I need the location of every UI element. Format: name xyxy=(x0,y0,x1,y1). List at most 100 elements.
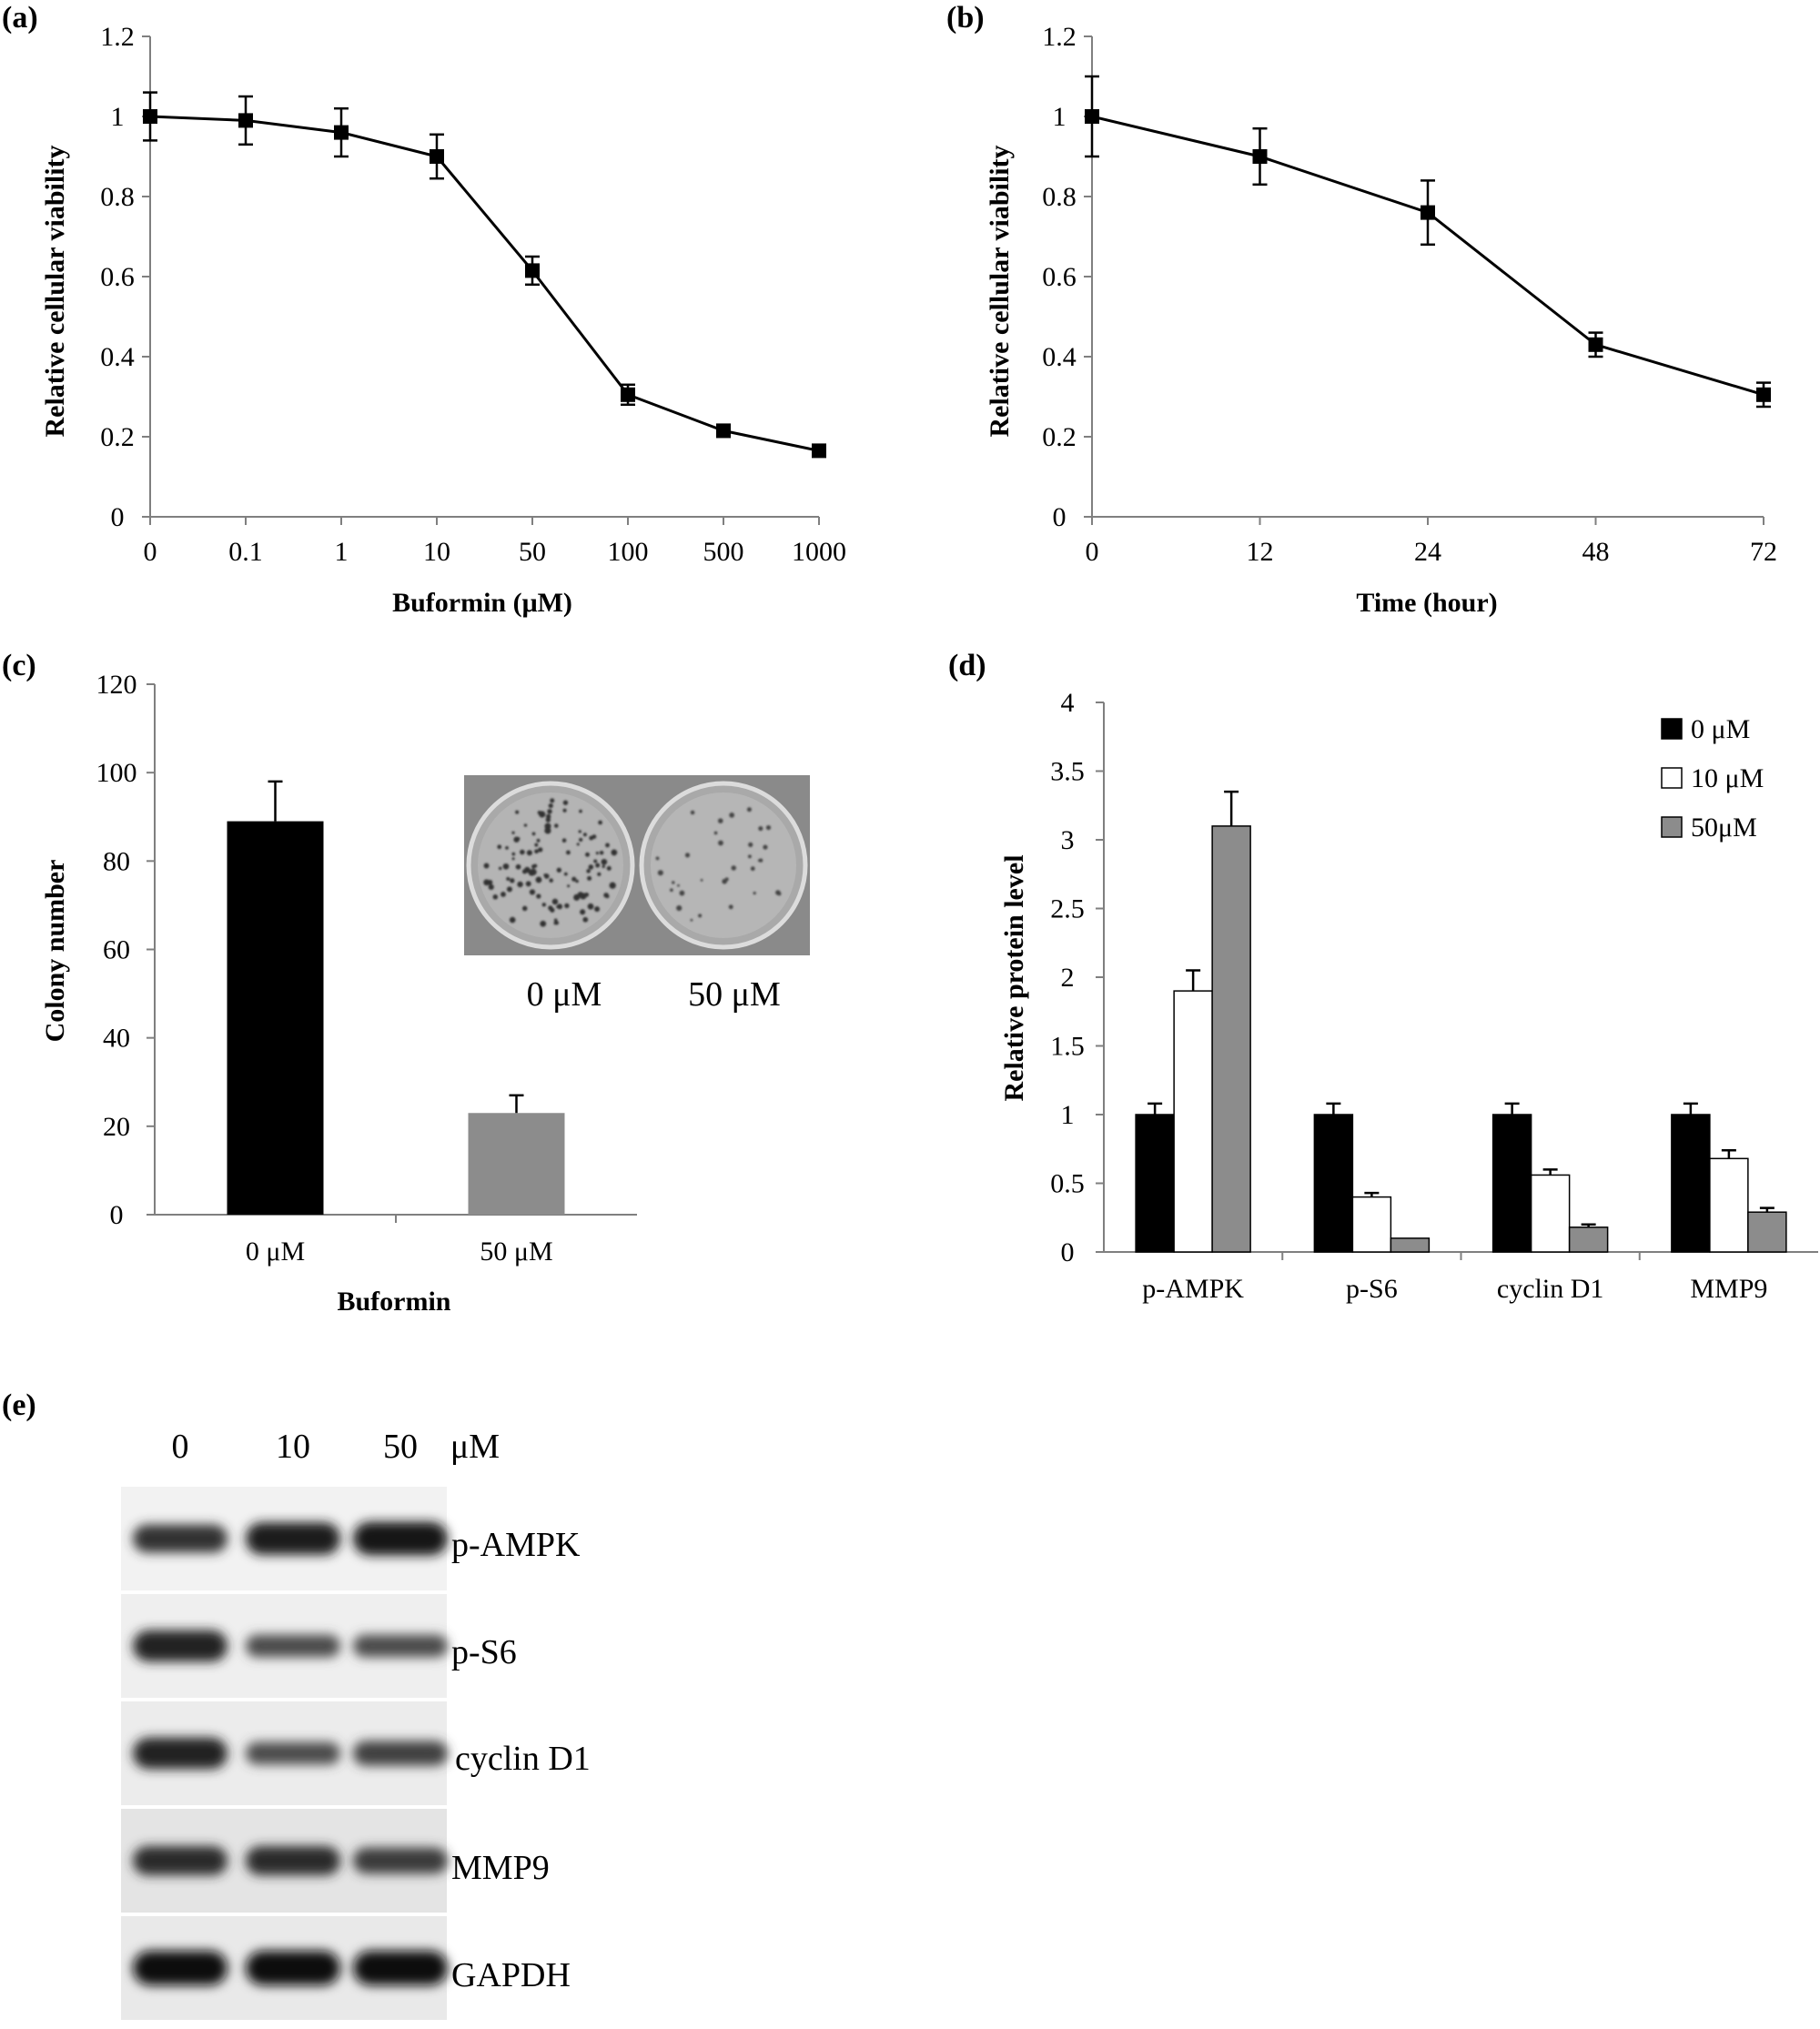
colony-dot xyxy=(753,891,756,895)
panel-d-y-tick-label: 0 xyxy=(1061,1237,1075,1267)
panel-a-y-tick-label: 0.2 xyxy=(100,422,135,452)
panel-c-bar xyxy=(227,821,324,1215)
panel-c-y-tick-label: 0 xyxy=(110,1200,124,1230)
colony-dot xyxy=(586,869,591,873)
blot-band xyxy=(133,1630,228,1662)
panel-a-data-point xyxy=(621,387,635,402)
colony-dot xyxy=(548,803,553,809)
panel-d-bar xyxy=(1747,1211,1787,1253)
colony-dot xyxy=(579,837,583,843)
colony-dot xyxy=(546,813,551,819)
panel-c-plot: 0 20 40 60 80 100 120 0 μM 50 μM xyxy=(96,670,637,1267)
panel-b-x-tick-label: 72 xyxy=(1750,537,1777,567)
blot-label-p-s6: p-S6 xyxy=(451,1633,517,1671)
colony-dot xyxy=(679,890,685,896)
panel-d-category-label: p-AMPK xyxy=(1142,1274,1244,1304)
colony-dot xyxy=(540,920,547,927)
colony-dot xyxy=(763,844,768,850)
colony-dot xyxy=(554,823,559,828)
panel-a-x-tick-label: 0 xyxy=(144,537,157,567)
colony-dot xyxy=(536,893,541,899)
panel-a-data-point xyxy=(812,443,826,459)
colony-dot xyxy=(595,852,599,855)
colony-dot xyxy=(521,869,528,874)
panel-b-data-point xyxy=(1421,205,1435,220)
blot-band xyxy=(246,1846,340,1875)
colony-dot xyxy=(582,833,587,837)
colony-dot xyxy=(597,872,602,876)
panel-d-y-tick-label: 1 xyxy=(1061,1100,1075,1130)
colony-dot xyxy=(556,904,560,909)
panel-d-bar xyxy=(1211,825,1251,1253)
colony-dot xyxy=(564,903,570,909)
panel-c-y-tick-label: 60 xyxy=(103,935,130,965)
panel-a-y-tick-label: 0.4 xyxy=(100,342,135,372)
blot-band xyxy=(353,1847,448,1874)
panel-c-y-tick-label: 40 xyxy=(103,1024,130,1054)
panel-d-error-bar xyxy=(1326,1102,1341,1115)
legend-label: 10 μM xyxy=(1691,763,1764,793)
colony-dot xyxy=(539,811,546,818)
panel-d-error-bar xyxy=(1581,1223,1596,1227)
panel-b-ylabel: Relative cellular viability xyxy=(985,145,1015,437)
colony-dot xyxy=(724,877,729,882)
panel-a-x-tick-label: 50 xyxy=(519,537,546,567)
colony-dot xyxy=(549,878,553,883)
panel-b-x-tick-label: 48 xyxy=(1582,537,1610,567)
panel-d-label: (d) xyxy=(948,649,986,682)
panel-e-label: (e) xyxy=(2,1388,36,1422)
colony-dot xyxy=(492,894,499,900)
panel-d-y-tick-label: 3.5 xyxy=(1050,757,1085,787)
panel-d-bar xyxy=(1491,1114,1532,1253)
colony-dot xyxy=(554,921,560,925)
panel-a-label: (a) xyxy=(2,1,38,35)
colony-dot xyxy=(585,852,590,857)
colony-dot xyxy=(511,831,515,834)
colony-dot xyxy=(765,824,772,831)
colony-dot xyxy=(582,916,589,923)
panel-b-x-tick-label: 24 xyxy=(1414,537,1441,567)
colony-dot xyxy=(684,853,691,858)
colony-dot xyxy=(655,856,660,861)
panel-c-ylabel: Colony number xyxy=(40,860,70,1043)
colony-dot xyxy=(677,883,680,887)
panel-d-category-label: MMP9 xyxy=(1690,1274,1767,1304)
panel-a-xlabel: Buformin (μM) xyxy=(392,588,572,618)
colony-dot xyxy=(698,914,703,918)
panel-d-error-bar xyxy=(1224,790,1239,826)
panel-b-y-tick-label: 0.2 xyxy=(1042,422,1077,452)
panel-b-y-tick-label: 1 xyxy=(1053,102,1067,132)
lane-label-0: 0 xyxy=(172,1428,189,1466)
blot-label-p-ampk: p-AMPK xyxy=(451,1526,581,1564)
colony-dot xyxy=(517,881,523,888)
legend-swatch xyxy=(1661,718,1683,740)
panel-a-x-tick-label: 500 xyxy=(703,537,744,567)
colony-dot xyxy=(576,843,580,846)
panel-d-bar xyxy=(1671,1114,1711,1253)
colony-dot xyxy=(500,892,506,897)
colony-dot xyxy=(483,863,490,869)
panel-b-series-line xyxy=(1091,115,1764,397)
panel-c-xlabel: Buformin xyxy=(337,1287,450,1317)
panel-c-bar xyxy=(468,1113,565,1215)
panel-a-x-tick-label: 1000 xyxy=(792,537,846,567)
panel-d-bar xyxy=(1135,1114,1175,1253)
colony-dot xyxy=(556,867,562,873)
colony-dot xyxy=(541,903,547,907)
colony-dot xyxy=(594,906,601,913)
colony-dot xyxy=(531,832,536,836)
panel-d-y-tick-label: 2.5 xyxy=(1050,894,1085,924)
lane-label-50: 50 xyxy=(383,1428,418,1466)
panel-c-y-tick-label: 100 xyxy=(96,758,137,788)
panel-a-x-tick-label: 10 xyxy=(423,537,450,567)
panel-d-bar xyxy=(1351,1196,1392,1253)
colony-dot xyxy=(567,884,571,888)
colony-dot xyxy=(531,864,536,869)
colony-dot xyxy=(506,876,511,882)
panel-a-y-tick-label: 0.8 xyxy=(100,182,135,212)
panel-d-bar xyxy=(1530,1174,1571,1253)
colony-dot xyxy=(515,810,520,814)
colony-dot xyxy=(729,813,735,818)
colony-dot xyxy=(578,830,581,833)
panel-b-data-point xyxy=(1588,337,1603,352)
